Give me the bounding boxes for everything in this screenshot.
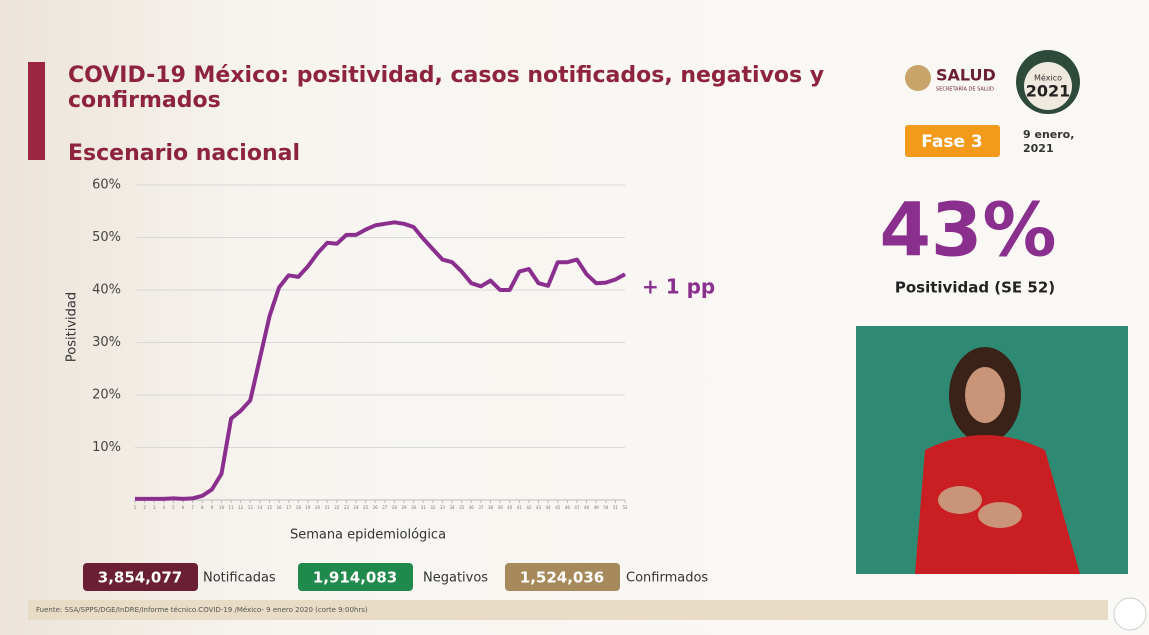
x-tick-label: 13	[248, 505, 254, 510]
x-tick-label: 17	[286, 505, 292, 510]
x-tick-label: 47	[574, 505, 580, 510]
stat-box	[83, 563, 198, 591]
stat-label: Negativos	[423, 571, 488, 586]
x-tick-label: 32	[430, 505, 436, 510]
x-tick-label: 15	[267, 505, 273, 510]
x-tick-label: 21	[325, 505, 331, 510]
x-tick-label: 11	[229, 505, 235, 510]
x-tick-label: 33	[440, 505, 446, 510]
x-tick-label: 16	[277, 505, 283, 510]
date: 2021	[1023, 142, 1054, 155]
logo: SALUD	[936, 66, 996, 85]
subtitle: Escenario nacional	[68, 141, 300, 166]
x-axis-label: Semana epidemiológica	[290, 528, 446, 543]
hands	[938, 486, 982, 514]
x-tick-label: 35	[459, 505, 465, 510]
x-tick-label: 46	[565, 505, 571, 510]
x-tick-label: 31	[421, 505, 427, 510]
x-tick-label: 4	[163, 505, 166, 510]
hands	[978, 502, 1022, 528]
stat-value: 3,854,077	[98, 569, 182, 587]
x-tick-label: 44	[546, 505, 552, 510]
x-tick-label: 19	[305, 505, 311, 510]
x-tick-label: 10	[219, 505, 225, 510]
y-tick-label: 10%	[92, 440, 121, 455]
footer: Fuente: SSA/SPPS/DGE/InDRE/Informe técni…	[36, 606, 368, 614]
x-tick-label: 30	[411, 505, 417, 510]
face	[965, 367, 1005, 423]
video	[856, 326, 1128, 574]
x-tick-label: 6	[182, 505, 185, 510]
annotation: + 1 pp	[642, 275, 715, 299]
stat-value: 1,524,036	[520, 569, 604, 587]
x-tick-label: 39	[498, 505, 504, 510]
stat-label: Confirmados	[626, 571, 708, 586]
y-tick-label: 40%	[92, 283, 121, 298]
x-tick-label: 14	[257, 505, 263, 510]
x-tick-label: 45	[555, 505, 561, 510]
emblem	[1024, 62, 1072, 110]
x-tick-label: 50	[603, 505, 609, 510]
x-tick-label: 20	[315, 505, 321, 510]
logo-sub: SECRETARÍA DE SALUD	[936, 86, 994, 93]
x-tick-label: 43	[536, 505, 542, 510]
stat-label: Notificadas	[203, 571, 276, 586]
x-tick-label: 1	[134, 505, 137, 510]
x-tick-label: 38	[488, 505, 494, 510]
y-tick-label: 50%	[92, 230, 121, 245]
corner-logo	[1113, 597, 1147, 631]
stat-box	[505, 563, 620, 591]
x-tick-label: 18	[296, 505, 302, 510]
x-tick-label: 49	[594, 505, 600, 510]
x-tick-label: 37	[478, 505, 484, 510]
x-tick-label: 29	[401, 505, 407, 510]
x-tick-label: 52	[622, 505, 628, 510]
date: 9 enero,	[1023, 128, 1074, 141]
x-tick-label: 3	[153, 505, 156, 510]
title: COVID-19 México: positividad, casos noti…	[68, 63, 824, 88]
x-tick-label: 12	[238, 505, 244, 510]
emblem-text: 2021	[1026, 82, 1071, 101]
y-tick-label: 30%	[92, 335, 121, 350]
phase-badge	[905, 125, 1000, 157]
y-axis-label: Positividad	[65, 292, 80, 362]
x-tick-label: 28	[392, 505, 398, 510]
x-tick-label: 5	[172, 505, 175, 510]
kpi-label: Positividad (SE 52)	[895, 279, 1055, 297]
x-tick-label: 7	[191, 505, 194, 510]
title: confirmados	[68, 88, 221, 113]
x-tick-label: 34	[450, 505, 456, 510]
x-tick-label: 27	[382, 505, 388, 510]
y-tick-label: 20%	[92, 388, 121, 403]
x-tick-label: 41	[517, 505, 523, 510]
stat-box	[298, 563, 413, 591]
stat-value: 1,914,083	[313, 569, 397, 587]
x-tick-label: 42	[526, 505, 532, 510]
x-tick-label: 2	[143, 505, 146, 510]
x-tick-label: 23	[344, 505, 350, 510]
x-tick-label: 24	[353, 505, 359, 510]
x-tick-label: 26	[373, 505, 379, 510]
x-tick-label: 40	[507, 505, 513, 510]
x-tick-label: 36	[469, 505, 475, 510]
x-tick-label: 25	[363, 505, 369, 510]
logo-icon	[905, 65, 931, 91]
accent-bar	[28, 62, 45, 160]
x-tick-label: 8	[201, 505, 204, 510]
phase: Fase 3	[921, 132, 982, 152]
y-tick-label: 60%	[92, 178, 121, 193]
x-tick-label: 48	[584, 505, 590, 510]
line	[135, 220, 626, 501]
x-tick-label: 22	[334, 505, 340, 510]
x-tick-label: 9	[211, 505, 214, 510]
x-tick-label: 51	[613, 505, 619, 510]
kpi-value: 43%	[879, 188, 1056, 274]
emblem-text: México	[1034, 73, 1062, 83]
footer-bar	[28, 600, 1108, 620]
